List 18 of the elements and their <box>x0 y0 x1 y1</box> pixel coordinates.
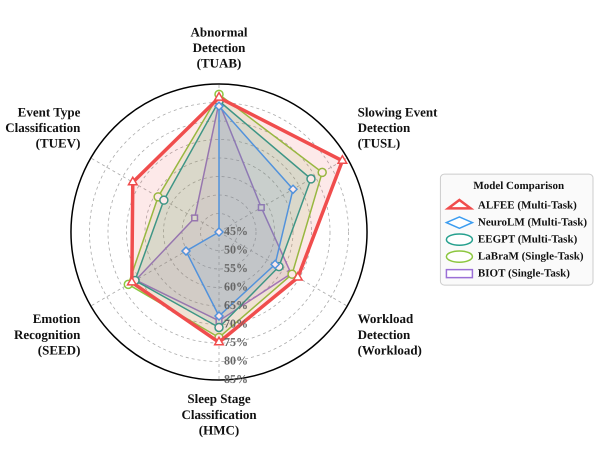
y-tick-label: 45% <box>224 224 248 238</box>
legend-title: Model Comparison <box>473 180 564 192</box>
spoke-label: Workload Detection (Workload) <box>358 311 422 358</box>
spoke-label: Event Type Classification (TUEV) <box>5 104 82 151</box>
y-tick-label: 75% <box>224 335 248 350</box>
y-tick-label: 60% <box>224 280 248 294</box>
spoke-label: Sleep Stage Classification (HMC) <box>181 391 258 438</box>
legend-label: ALFEE (Multi-Task) <box>478 199 578 212</box>
legend-label: BIOT (Single-Task) <box>478 267 570 280</box>
legend-label: LaBraM (Single-Task) <box>478 250 584 262</box>
y-tick-label: 50% <box>224 242 248 257</box>
spoke-label: Emotion Recognition (SEED) <box>14 311 82 358</box>
spoke-label: Slowing Event Detection (TUSL) <box>358 104 438 151</box>
y-tick-label: 55% <box>224 261 248 276</box>
legend-label: EEGPT (Multi-Task) <box>478 233 578 246</box>
spoke-label: Abnormal Detection (TUAB) <box>190 24 248 71</box>
legend-label: NeuroLM (Multi-Task) <box>478 216 588 228</box>
y-tick-label: 80% <box>224 354 248 368</box>
